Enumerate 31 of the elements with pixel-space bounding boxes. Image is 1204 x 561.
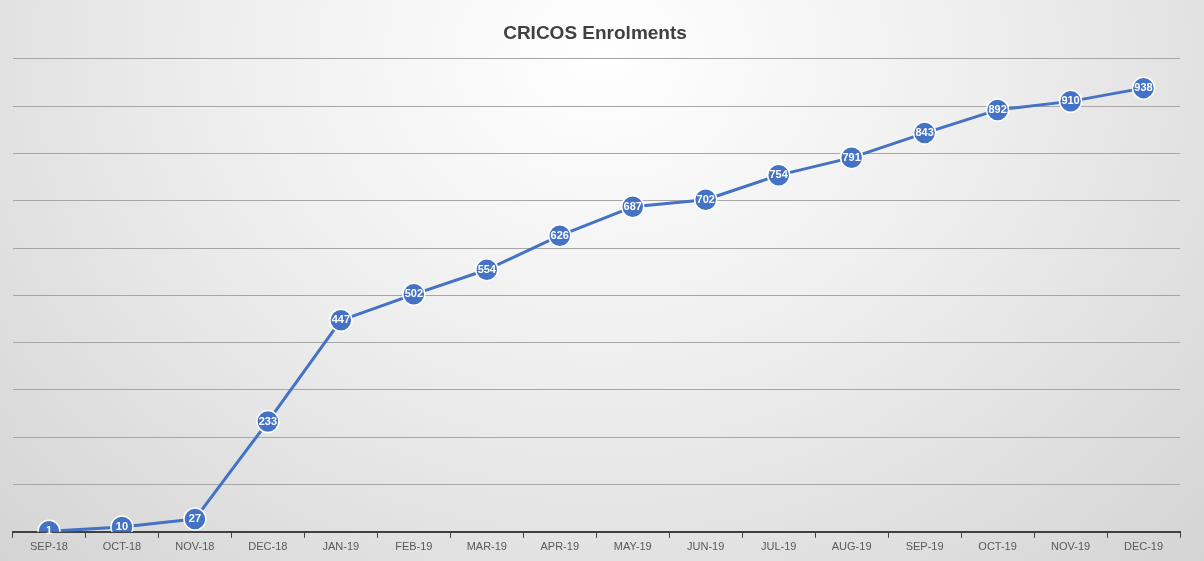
data-label: 702	[696, 192, 715, 205]
x-tick-label: NOV-19	[1050, 540, 1091, 553]
x-tick-label: SEP-19	[905, 540, 944, 553]
x-tick-label: OCT-19	[978, 540, 1017, 553]
data-label: 554	[477, 262, 497, 275]
x-tick-label: DEC-18	[248, 540, 288, 553]
chart-title: CRICOS Enrolments	[503, 21, 687, 43]
x-tick-label: DEC-19	[1123, 540, 1164, 553]
data-label: 447	[331, 313, 351, 326]
data-label: 233	[258, 414, 278, 427]
data-label: 27	[188, 512, 202, 525]
x-tick-label: JAN-19	[322, 540, 360, 553]
data-label: 626	[550, 228, 569, 241]
x-tick-label: FEB-19	[395, 540, 433, 553]
x-tick-label: NOV-18	[175, 540, 215, 553]
x-tick-label: AUG-19	[831, 540, 872, 553]
data-label: 843	[915, 126, 934, 139]
x-tick-label: MAR-19	[466, 540, 507, 553]
x-tick-label: MAY-19	[613, 540, 652, 553]
x-tick-label: SEP-18	[30, 540, 68, 553]
data-label: 754	[769, 168, 789, 181]
x-tick-label: JUL-19	[760, 540, 797, 553]
data-label: 938	[1134, 81, 1153, 94]
data-label: 892	[988, 102, 1007, 115]
data-label: 687	[623, 199, 642, 212]
x-tick-label: OCT-18	[102, 540, 142, 553]
x-tick-label: APR-19	[540, 540, 580, 553]
data-label: 910	[1061, 94, 1080, 107]
x-tick-label: JUN-19	[687, 540, 725, 553]
data-label: 502	[404, 287, 424, 300]
data-label: 791	[842, 150, 861, 163]
